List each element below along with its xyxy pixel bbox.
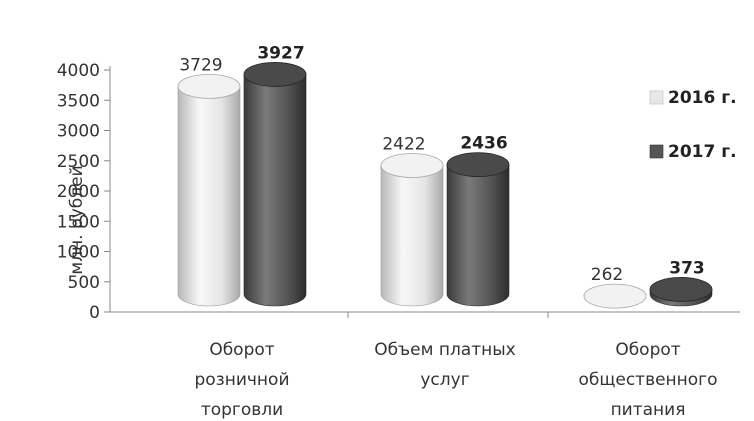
bar-body	[446, 164, 510, 307]
bar-top	[243, 62, 307, 87]
data-label: 2422	[382, 134, 425, 154]
y-axis-label: млн. рублей	[67, 165, 87, 274]
bar-top	[446, 152, 510, 178]
bar	[649, 277, 713, 307]
data-label: 2436	[460, 134, 507, 154]
bar-body	[380, 165, 444, 307]
data-label: 262	[591, 265, 623, 285]
y-tick-label: 1000	[57, 243, 100, 263]
bar-body	[177, 86, 241, 307]
bar-top	[380, 153, 444, 178]
bar-top	[583, 283, 647, 309]
bars	[177, 62, 713, 309]
axis: 0 500 1000 1500 2000 2500 3000 3500 4000 млн. руб…	[57, 61, 740, 323]
data-label: 3729	[179, 55, 222, 75]
bar	[583, 283, 647, 309]
legend-label: 2017 г.	[668, 142, 737, 162]
bar-body	[243, 74, 307, 307]
y-tick-label: 2000	[57, 182, 100, 202]
bar	[446, 152, 510, 307]
category-label: Оборот розничной торговли	[194, 340, 289, 420]
bar	[380, 153, 444, 307]
y-tick-label: 500	[68, 273, 100, 293]
legend-swatch	[649, 144, 664, 159]
category-label: Оборот общественного питания	[578, 340, 717, 420]
y-tick-label: 0	[89, 303, 100, 323]
category-label: Объем платных услуг	[374, 340, 515, 390]
legend: 2016 г. 2017 г.	[649, 88, 737, 162]
y-tick-label: 1500	[57, 212, 100, 232]
bar	[177, 73, 241, 307]
legend-label: 2016 г.	[668, 88, 737, 108]
y-tick-label: 4000	[57, 61, 100, 81]
labels: Оборот розничной торговли Объем платных услу…	[179, 43, 717, 420]
bar-top	[649, 277, 713, 302]
y-tick-label: 2500	[57, 152, 100, 172]
y-tick-label: 3000	[57, 122, 100, 142]
data-label: 373	[669, 258, 705, 278]
y-tick-label: 3500	[57, 91, 100, 111]
data-label: 3927	[257, 43, 304, 63]
bar-top	[177, 73, 241, 99]
bar	[243, 62, 307, 307]
legend-swatch	[649, 90, 664, 105]
